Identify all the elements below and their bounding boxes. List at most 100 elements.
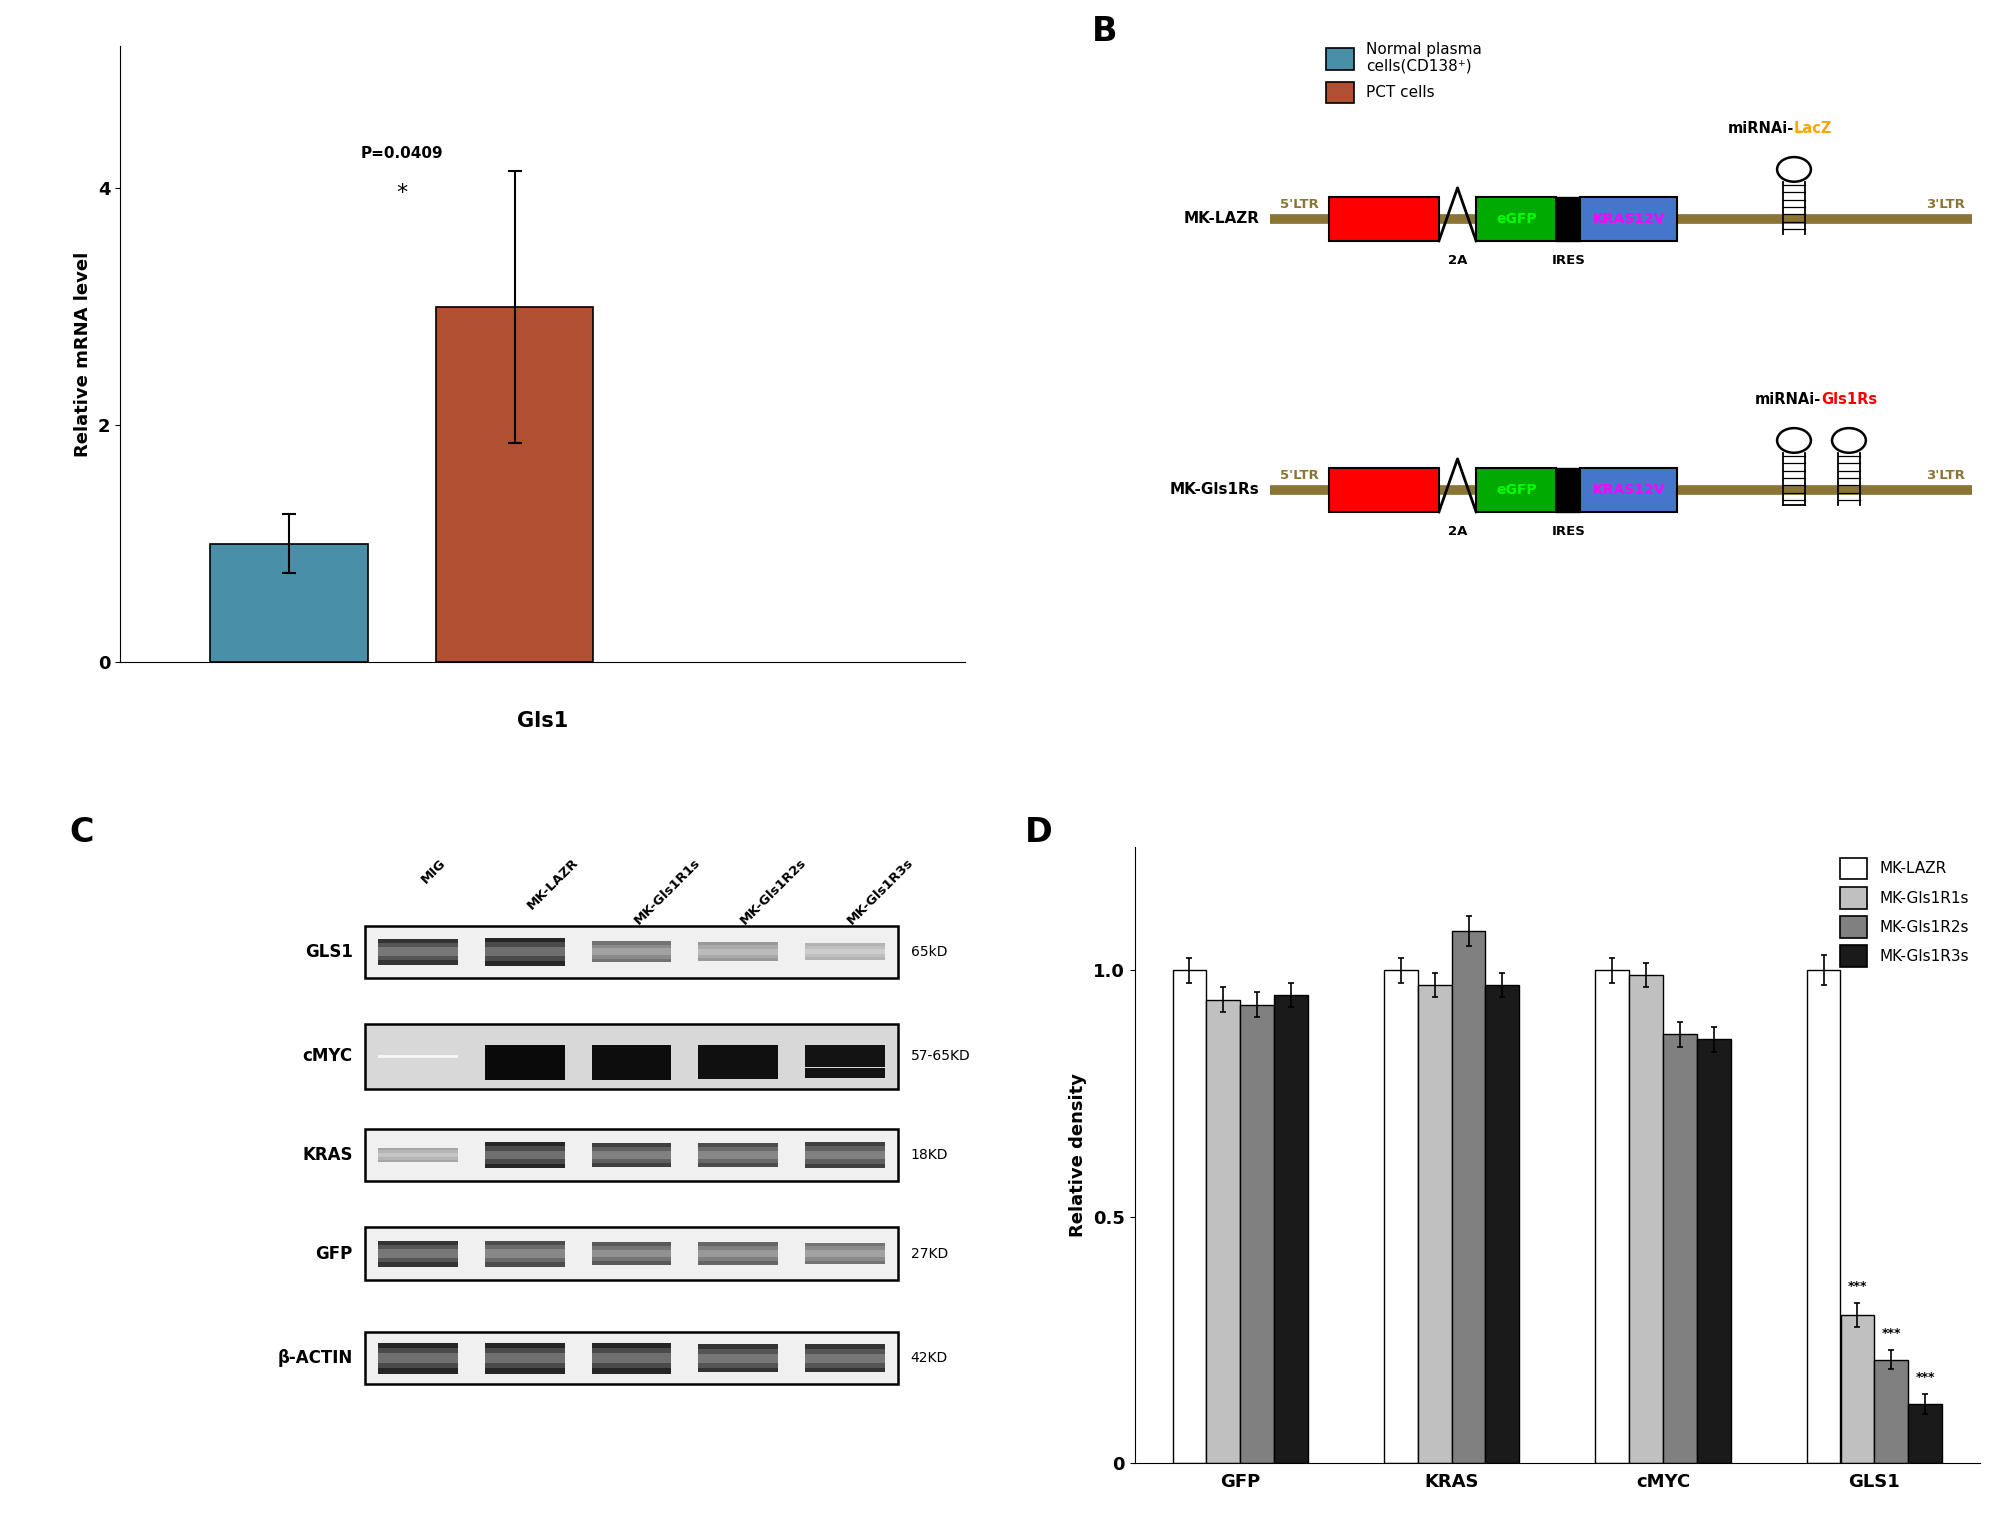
FancyBboxPatch shape — [486, 1354, 564, 1363]
FancyBboxPatch shape — [378, 1343, 458, 1374]
FancyBboxPatch shape — [804, 1046, 884, 1056]
FancyBboxPatch shape — [1580, 197, 1678, 240]
FancyBboxPatch shape — [698, 1046, 778, 1056]
FancyBboxPatch shape — [698, 1246, 778, 1261]
FancyBboxPatch shape — [592, 949, 672, 955]
FancyBboxPatch shape — [486, 1143, 564, 1167]
FancyBboxPatch shape — [486, 1150, 564, 1160]
FancyBboxPatch shape — [378, 1249, 458, 1258]
FancyBboxPatch shape — [592, 1056, 672, 1069]
FancyBboxPatch shape — [378, 1152, 458, 1158]
FancyBboxPatch shape — [378, 942, 458, 961]
FancyBboxPatch shape — [592, 944, 672, 959]
Bar — [1908, 1404, 1942, 1463]
FancyBboxPatch shape — [486, 1056, 564, 1069]
FancyBboxPatch shape — [366, 1227, 898, 1280]
FancyBboxPatch shape — [592, 1246, 672, 1261]
FancyBboxPatch shape — [698, 1147, 778, 1163]
FancyBboxPatch shape — [592, 1249, 672, 1258]
Text: 2A: 2A — [1448, 525, 1468, 539]
Text: MK-LAZR: MK-LAZR — [524, 856, 582, 913]
FancyBboxPatch shape — [1556, 197, 1580, 240]
Text: eGFP: eGFP — [1496, 211, 1536, 226]
FancyBboxPatch shape — [486, 942, 564, 961]
FancyBboxPatch shape — [804, 1250, 884, 1257]
FancyBboxPatch shape — [592, 1246, 672, 1261]
FancyBboxPatch shape — [698, 1249, 778, 1258]
FancyBboxPatch shape — [378, 1152, 458, 1158]
Text: cMYC: cMYC — [1364, 211, 1404, 226]
FancyBboxPatch shape — [804, 946, 884, 958]
FancyBboxPatch shape — [592, 1354, 672, 1363]
FancyBboxPatch shape — [486, 938, 564, 966]
FancyBboxPatch shape — [698, 1241, 778, 1266]
FancyBboxPatch shape — [804, 949, 884, 955]
FancyBboxPatch shape — [1476, 468, 1556, 511]
FancyBboxPatch shape — [486, 947, 564, 956]
FancyBboxPatch shape — [1328, 468, 1438, 511]
FancyBboxPatch shape — [592, 1147, 672, 1163]
Bar — [1418, 986, 1452, 1463]
Bar — [1696, 1040, 1730, 1463]
Text: P=0.0409: P=0.0409 — [360, 146, 444, 162]
FancyBboxPatch shape — [804, 1354, 884, 1363]
Bar — [436, 306, 594, 662]
FancyBboxPatch shape — [592, 1241, 672, 1266]
FancyBboxPatch shape — [592, 1343, 672, 1374]
FancyBboxPatch shape — [698, 1147, 778, 1163]
Bar — [1486, 986, 1520, 1463]
Text: D: D — [1024, 816, 1052, 849]
Bar — [1452, 930, 1486, 1463]
FancyBboxPatch shape — [698, 1150, 778, 1160]
FancyBboxPatch shape — [486, 1241, 564, 1266]
FancyBboxPatch shape — [698, 1354, 778, 1363]
FancyBboxPatch shape — [804, 1354, 884, 1363]
FancyBboxPatch shape — [698, 946, 778, 958]
FancyBboxPatch shape — [804, 1243, 884, 1264]
FancyBboxPatch shape — [592, 941, 672, 962]
Text: LacZ: LacZ — [1794, 120, 1832, 136]
Bar — [1206, 999, 1240, 1463]
Bar — [210, 544, 368, 662]
Bar — [1596, 970, 1630, 1463]
FancyBboxPatch shape — [378, 1348, 458, 1369]
FancyBboxPatch shape — [804, 1349, 884, 1368]
FancyBboxPatch shape — [378, 1150, 458, 1160]
Text: MK-Gls1R1s: MK-Gls1R1s — [632, 856, 702, 927]
Text: cMYC: cMYC — [302, 1047, 352, 1066]
FancyBboxPatch shape — [592, 1348, 672, 1369]
Text: 57-65KD: 57-65KD — [910, 1049, 970, 1064]
FancyBboxPatch shape — [486, 1046, 564, 1058]
Bar — [1662, 1035, 1696, 1463]
Text: Gls1: Gls1 — [518, 711, 568, 732]
FancyBboxPatch shape — [592, 949, 672, 955]
FancyBboxPatch shape — [378, 1150, 458, 1160]
FancyBboxPatch shape — [1556, 468, 1580, 511]
FancyBboxPatch shape — [378, 1055, 458, 1058]
Text: 5'LTR: 5'LTR — [1280, 470, 1318, 482]
FancyBboxPatch shape — [592, 1150, 672, 1160]
Text: cMYC: cMYC — [1364, 482, 1404, 497]
FancyBboxPatch shape — [378, 1354, 458, 1363]
Text: 18KD: 18KD — [910, 1147, 948, 1163]
Text: miRNAi-: miRNAi- — [1728, 120, 1794, 136]
FancyBboxPatch shape — [698, 1344, 778, 1372]
Text: MIG: MIG — [418, 856, 448, 886]
FancyBboxPatch shape — [486, 1067, 564, 1080]
FancyBboxPatch shape — [378, 947, 458, 956]
Text: MK-Gls1Rs: MK-Gls1Rs — [1170, 482, 1260, 497]
Text: IRES: IRES — [1552, 254, 1586, 268]
FancyBboxPatch shape — [366, 1332, 898, 1384]
FancyBboxPatch shape — [592, 1354, 672, 1363]
FancyBboxPatch shape — [698, 949, 778, 955]
FancyBboxPatch shape — [804, 946, 884, 958]
FancyBboxPatch shape — [698, 1150, 778, 1160]
FancyBboxPatch shape — [486, 1249, 564, 1258]
Text: MK-Gls1R3s: MK-Gls1R3s — [844, 856, 916, 927]
Legend: Normal plasma
cells(CD138⁺), PCT cells: Normal plasma cells(CD138⁺), PCT cells — [1326, 42, 1482, 103]
FancyBboxPatch shape — [486, 1244, 564, 1263]
FancyBboxPatch shape — [486, 1150, 564, 1160]
Text: ***: *** — [1848, 1280, 1868, 1294]
FancyBboxPatch shape — [698, 942, 778, 961]
FancyBboxPatch shape — [378, 1147, 458, 1163]
